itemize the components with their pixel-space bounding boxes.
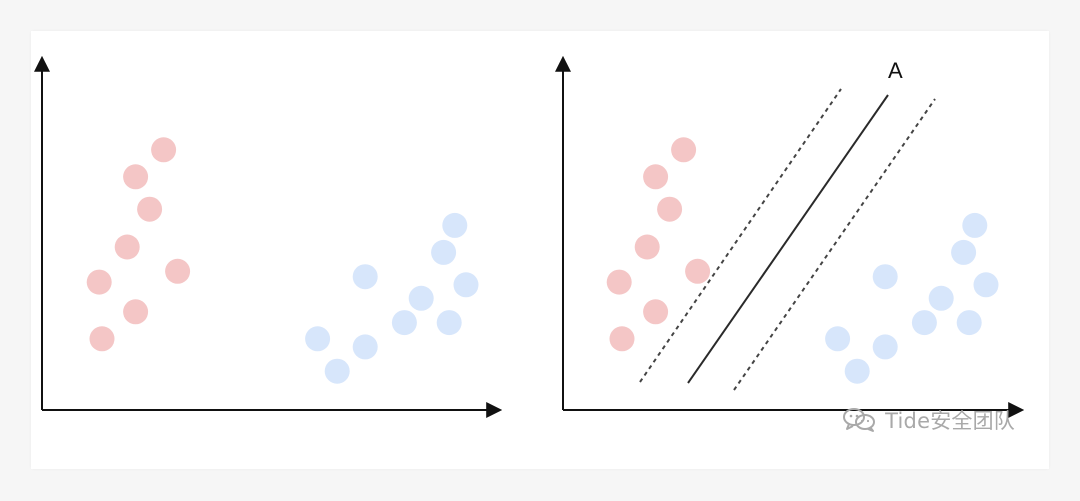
left-red-point-7 <box>123 299 149 325</box>
svm-diagram: A <box>34 55 1025 418</box>
right-blue-point-7 <box>956 310 982 336</box>
left-points <box>86 137 479 384</box>
right-blue-point-6 <box>911 310 937 336</box>
right-blue-point-8 <box>825 326 851 352</box>
left-blue-point-8 <box>305 326 331 352</box>
left-blue-point-3 <box>352 264 378 290</box>
right-points <box>606 137 999 384</box>
right-red-point-4 <box>634 234 660 260</box>
left-red-point-4 <box>114 234 140 260</box>
right-red-point-2 <box>643 164 669 190</box>
right-blue-point-9 <box>872 334 898 360</box>
right-red-point-1 <box>671 137 697 163</box>
boundary-label-a: A <box>888 58 903 83</box>
left-blue-point-5 <box>408 285 434 311</box>
right-blue-point-1 <box>962 212 988 238</box>
left-blue-point-4 <box>453 272 479 298</box>
right-blue-point-3 <box>872 264 898 290</box>
right-blue-point-10 <box>844 358 870 384</box>
right-blue-point-4 <box>973 272 999 298</box>
left-blue-point-7 <box>436 310 462 336</box>
right-red-point-8 <box>609 326 635 352</box>
right-red-point-7 <box>643 299 669 325</box>
watermark-text: Tide安全团队 <box>885 409 1015 433</box>
left-red-point-3 <box>137 196 163 222</box>
figure-panel: A Tide安全团队 <box>31 31 1049 469</box>
right-red-point-6 <box>685 258 711 284</box>
right-blue-point-2 <box>951 239 977 265</box>
right-blue-point-5 <box>928 285 954 311</box>
left-red-point-1 <box>151 137 177 163</box>
left-blue-point-9 <box>352 334 378 360</box>
right-plot: A <box>555 55 1025 418</box>
right-red-point-5 <box>606 269 632 295</box>
left-blue-point-10 <box>324 358 350 384</box>
left-blue-point-2 <box>431 239 457 265</box>
left-red-point-8 <box>89 326 115 352</box>
right-margin-line <box>733 98 936 391</box>
watermark: Tide安全团队 <box>841 405 1015 435</box>
left-blue-point-6 <box>391 310 417 336</box>
left-blue-point-1 <box>442 212 468 238</box>
decision-boundary <box>687 94 889 384</box>
left-margin-line <box>639 88 842 383</box>
left-plot <box>34 55 503 418</box>
left-red-point-2 <box>123 164 149 190</box>
right-red-point-3 <box>657 196 683 222</box>
wechat-icon <box>841 406 879 434</box>
left-red-point-6 <box>165 258 191 284</box>
left-red-point-5 <box>86 269 112 295</box>
